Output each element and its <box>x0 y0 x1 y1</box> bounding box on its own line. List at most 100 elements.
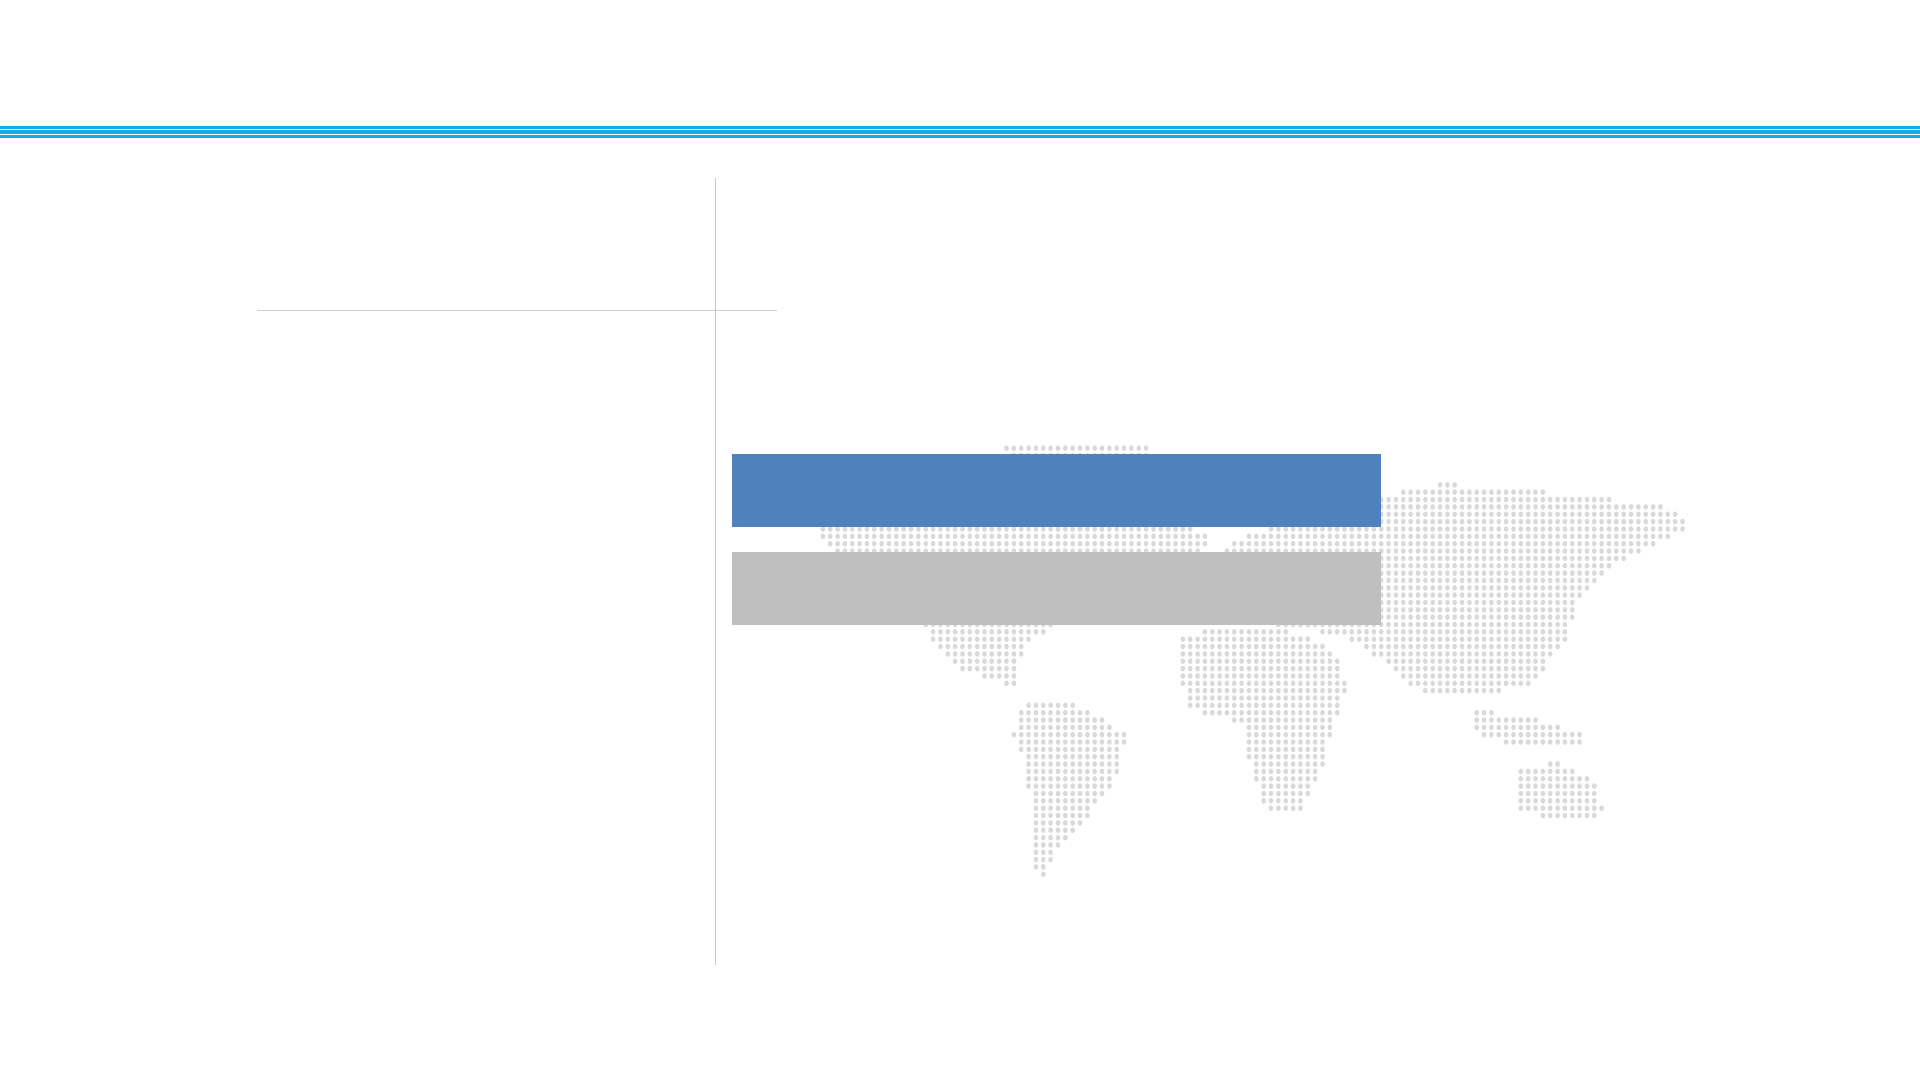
map-dot <box>1011 643 1017 650</box>
map-dot <box>1276 768 1281 775</box>
map-dot <box>1628 540 1634 547</box>
map-dot <box>1489 562 1494 569</box>
map-dot <box>1276 533 1281 540</box>
map-dot <box>1246 673 1252 679</box>
map-dot <box>1533 533 1538 540</box>
map-dot <box>967 651 973 657</box>
map-dot <box>1570 496 1575 503</box>
map-dot <box>1430 607 1435 613</box>
map-dot <box>1540 812 1546 819</box>
map-dot <box>1489 687 1494 694</box>
map-dot <box>1496 731 1502 738</box>
map-dot <box>1547 651 1553 657</box>
map-dot <box>1305 783 1311 789</box>
map-dot <box>1261 695 1266 701</box>
map-dot <box>1033 739 1039 745</box>
map-dot <box>1033 753 1039 760</box>
map-dot <box>1489 709 1494 716</box>
map-dot <box>1547 570 1553 576</box>
map-dot <box>1459 651 1465 657</box>
map-dot <box>1503 555 1509 562</box>
map-dot <box>1621 533 1626 540</box>
map-dot <box>1489 665 1494 672</box>
map-dot <box>1305 761 1311 767</box>
map-dot <box>1268 724 1274 731</box>
map-dot <box>1298 680 1303 687</box>
map-dot <box>1298 768 1303 775</box>
map-dot <box>1268 746 1274 753</box>
map-dot <box>1187 526 1193 532</box>
map-dot <box>1268 673 1274 679</box>
map-dot <box>1018 651 1024 657</box>
map-dot <box>1452 643 1457 650</box>
map-dot <box>1547 731 1553 738</box>
map-dot <box>996 658 1002 664</box>
map-dot <box>1570 805 1575 811</box>
map-dot <box>1540 607 1546 613</box>
map-dot <box>1525 496 1531 503</box>
map-dot <box>1474 673 1479 679</box>
map-dot <box>1606 511 1612 518</box>
map-dot <box>1401 511 1406 518</box>
map-dot <box>1606 533 1612 540</box>
map-dot <box>1026 636 1031 642</box>
map-dot <box>1437 621 1443 628</box>
map-dot <box>1408 496 1413 503</box>
map-dot <box>1290 636 1296 642</box>
map-dot <box>1364 629 1369 635</box>
map-dot <box>1026 768 1031 775</box>
map-dot <box>1246 533 1252 540</box>
map-dot <box>1018 445 1024 452</box>
map-dot <box>1276 702 1281 709</box>
map-dot <box>1452 673 1457 679</box>
map-dot <box>1099 526 1105 532</box>
map-dot <box>974 658 980 664</box>
map-dot <box>1129 526 1134 532</box>
map-dot <box>1077 768 1083 775</box>
map-dot <box>1592 812 1597 819</box>
map-dot <box>1533 636 1538 642</box>
map-dot <box>1467 489 1472 496</box>
map-dot <box>1459 526 1465 532</box>
map-dot <box>1033 776 1039 782</box>
map-dot <box>1459 636 1465 642</box>
map-dot <box>1518 599 1524 606</box>
map-dot <box>1423 555 1428 562</box>
map-dot <box>1408 658 1413 664</box>
header-rule-middle <box>0 130 1920 134</box>
map-dot <box>1599 548 1604 554</box>
map-dot <box>1474 548 1479 554</box>
map-dot <box>1077 724 1083 731</box>
map-dot <box>1643 533 1648 540</box>
map-dot <box>1276 540 1281 547</box>
map-dot <box>1004 643 1009 650</box>
map-dot <box>1290 753 1296 760</box>
map-dot <box>1503 717 1509 723</box>
map-dot <box>1393 665 1399 672</box>
map-dot <box>1430 489 1435 496</box>
map-dot <box>1643 511 1648 518</box>
map-dot <box>1305 526 1311 532</box>
map-dot <box>1525 724 1531 731</box>
map-dot <box>1004 673 1009 679</box>
map-dot <box>1423 496 1428 503</box>
map-dot <box>1386 643 1391 650</box>
map-dot <box>1334 526 1340 532</box>
map-dot <box>1356 540 1362 547</box>
map-dot <box>1496 680 1502 687</box>
map-dot <box>1202 702 1208 709</box>
map-dot <box>1114 526 1119 532</box>
map-dot <box>1099 783 1105 789</box>
map-dot <box>1474 629 1479 635</box>
map-dot <box>1570 739 1575 745</box>
map-dot <box>1312 658 1318 664</box>
map-dot <box>1474 489 1479 496</box>
map-dot <box>1048 805 1053 811</box>
map-dot <box>1423 570 1428 576</box>
map-dot <box>1452 614 1457 620</box>
map-dot <box>1386 496 1391 503</box>
map-dot <box>1386 518 1391 525</box>
map-dot <box>1415 518 1421 525</box>
map-dot <box>1408 599 1413 606</box>
map-dot <box>1092 753 1097 760</box>
